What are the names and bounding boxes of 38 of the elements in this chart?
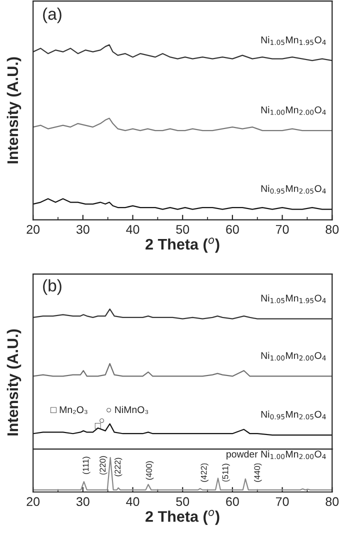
annotation: (111) bbox=[82, 456, 90, 474]
annotation: (400) bbox=[146, 461, 154, 480]
annotation: □ bbox=[94, 422, 101, 429]
annotation: ○ NiMnO₃ bbox=[106, 406, 148, 414]
x-tick-label: 40 bbox=[126, 497, 140, 506]
x-tick-label: 30 bbox=[76, 224, 90, 234]
annotation: (422) bbox=[200, 463, 208, 482]
x-axis-title: 2 Theta ($^{o}$) bbox=[146, 510, 220, 525]
x-tick-label: 70 bbox=[276, 224, 289, 234]
x-tick-label: 30 bbox=[76, 497, 90, 506]
annotation: □ Mn₂O₃ bbox=[50, 406, 88, 414]
x-axis-title: 2 Theta ($^{o}$) bbox=[146, 238, 220, 253]
x-tick-label: 60 bbox=[226, 224, 239, 234]
annotation: (222) bbox=[114, 458, 122, 476]
series-label: Ni$_{1.00}$Mn$_{2.00}$O$_{4}$ bbox=[261, 106, 326, 115]
x-tick-label: 20 bbox=[26, 224, 40, 234]
x-tick-label: 80 bbox=[326, 497, 339, 506]
chart-title: (b) bbox=[43, 279, 62, 295]
chart-title: (a) bbox=[43, 8, 62, 24]
y-axis-title: Intensity (A.U.) bbox=[6, 329, 22, 436]
text: powder Ni$_{1.00}$Mn$_{2.00}$O$_{4}$ bbox=[226, 450, 326, 460]
x-tick-label: 20 bbox=[26, 497, 40, 506]
annotation: ○ bbox=[100, 418, 104, 423]
x-tick-label: 50 bbox=[176, 224, 190, 234]
x-tick-label: 70 bbox=[276, 497, 289, 506]
series-label: Ni$_{1.05}$Mn$_{1.95}$O$_{4}$ bbox=[261, 36, 326, 45]
annotation: (220) bbox=[99, 456, 108, 475]
x-tick-label: 40 bbox=[126, 224, 140, 234]
series-label: Ni$_{1.00}$Mn$_{2.00}$O$_{4}$ bbox=[261, 352, 326, 361]
annotation: (511) bbox=[222, 464, 230, 482]
y-axis-title: Intensity (A.U.) bbox=[6, 57, 22, 164]
x-tick-label: 50 bbox=[176, 497, 190, 506]
series-label: Ni$_{0.95}$Mn$_{2.05}$O$_{4}$ bbox=[261, 410, 326, 420]
series-label: Ni$_{1.05}$Mn$_{1.95}$O$_{4}$ bbox=[261, 294, 326, 304]
x-tick-label: 60 bbox=[226, 497, 239, 506]
annotation: (440) bbox=[254, 463, 262, 482]
series-label: Ni$_{0.95}$Mn$_{2.05}$O$_{4}$ bbox=[261, 184, 326, 194]
x-tick-label: 80 bbox=[326, 224, 339, 234]
